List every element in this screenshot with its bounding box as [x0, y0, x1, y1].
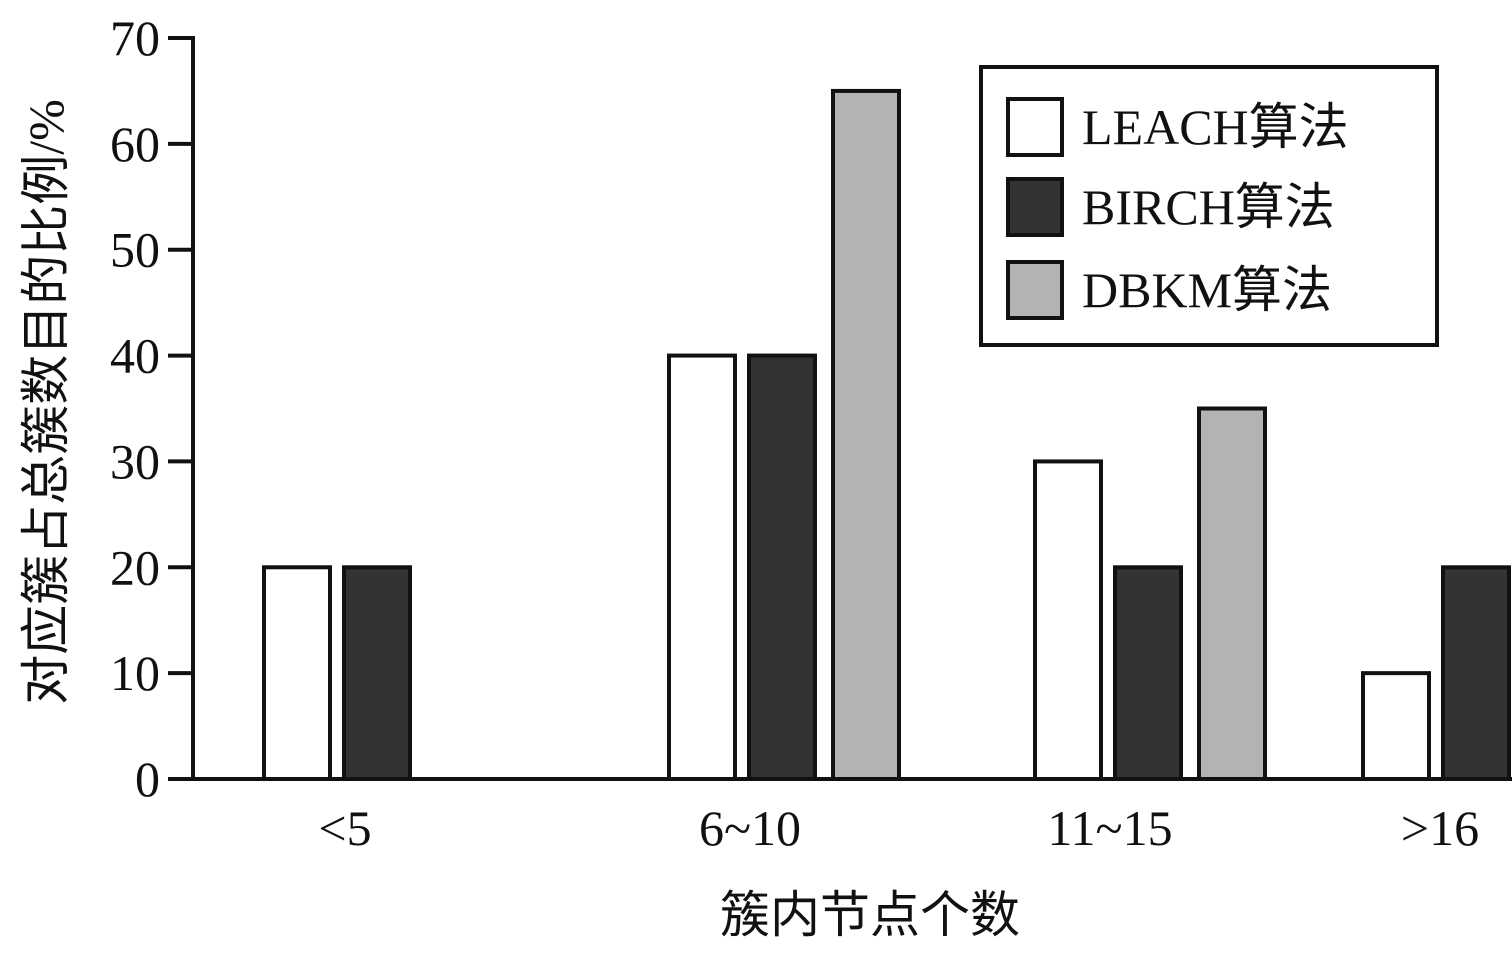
labels-layer: 0 10 20 30 40 50 60 70 <5 6~10 11~15 >16 簇内节点个数 对应簇占总… — [18, 10, 1479, 943]
bar-leach-2 — [667, 353, 737, 781]
x-tick-label-1: <5 — [318, 800, 371, 856]
x-tick-label-2: 6~10 — [699, 800, 801, 856]
legend-swatch-dbkm — [1006, 260, 1064, 320]
x-axis-title: 簇内节点个数 — [720, 887, 1020, 943]
legend-swatch-leach — [1006, 97, 1064, 157]
y-tick-label-20: 20 — [110, 539, 160, 595]
bar-birch-2 — [747, 353, 817, 781]
y-tick-label-50: 50 — [110, 222, 160, 278]
y-tick-label-40: 40 — [110, 328, 160, 384]
legend-swatch-birch — [1006, 177, 1064, 237]
y-tick-label-60: 60 — [110, 116, 160, 172]
y-axis-title: 对应簇占总簇数目的比例/% — [18, 99, 74, 705]
x-tick-label-4: >16 — [1401, 800, 1479, 856]
bar-leach-4 — [1361, 671, 1431, 782]
legend-label-dbkm: DBKM算法 — [1082, 262, 1332, 318]
bar-birch-1 — [342, 565, 412, 781]
y-tick-label-70: 70 — [110, 10, 160, 66]
axes-layer — [168, 36, 1512, 781]
x-tick-label-3: 11~15 — [1047, 800, 1172, 856]
bar-birch-3 — [1113, 565, 1183, 781]
bar-dbkm-3 — [1197, 406, 1267, 781]
bar-leach-1 — [262, 565, 332, 781]
y-tick-label-30: 30 — [110, 433, 160, 489]
bar-leach-3 — [1033, 459, 1103, 781]
legend: LEACH算法 BIRCH算法 DBKM算法 — [979, 65, 1439, 347]
legend-label-leach: LEACH算法 — [1082, 99, 1349, 155]
bar-dbkm-2 — [831, 88, 901, 781]
bar-birch-4 — [1441, 565, 1511, 781]
y-tick-label-10: 10 — [110, 645, 160, 701]
y-tick-label-0: 0 — [135, 751, 160, 807]
legend-label-birch: BIRCH算法 — [1082, 179, 1335, 235]
